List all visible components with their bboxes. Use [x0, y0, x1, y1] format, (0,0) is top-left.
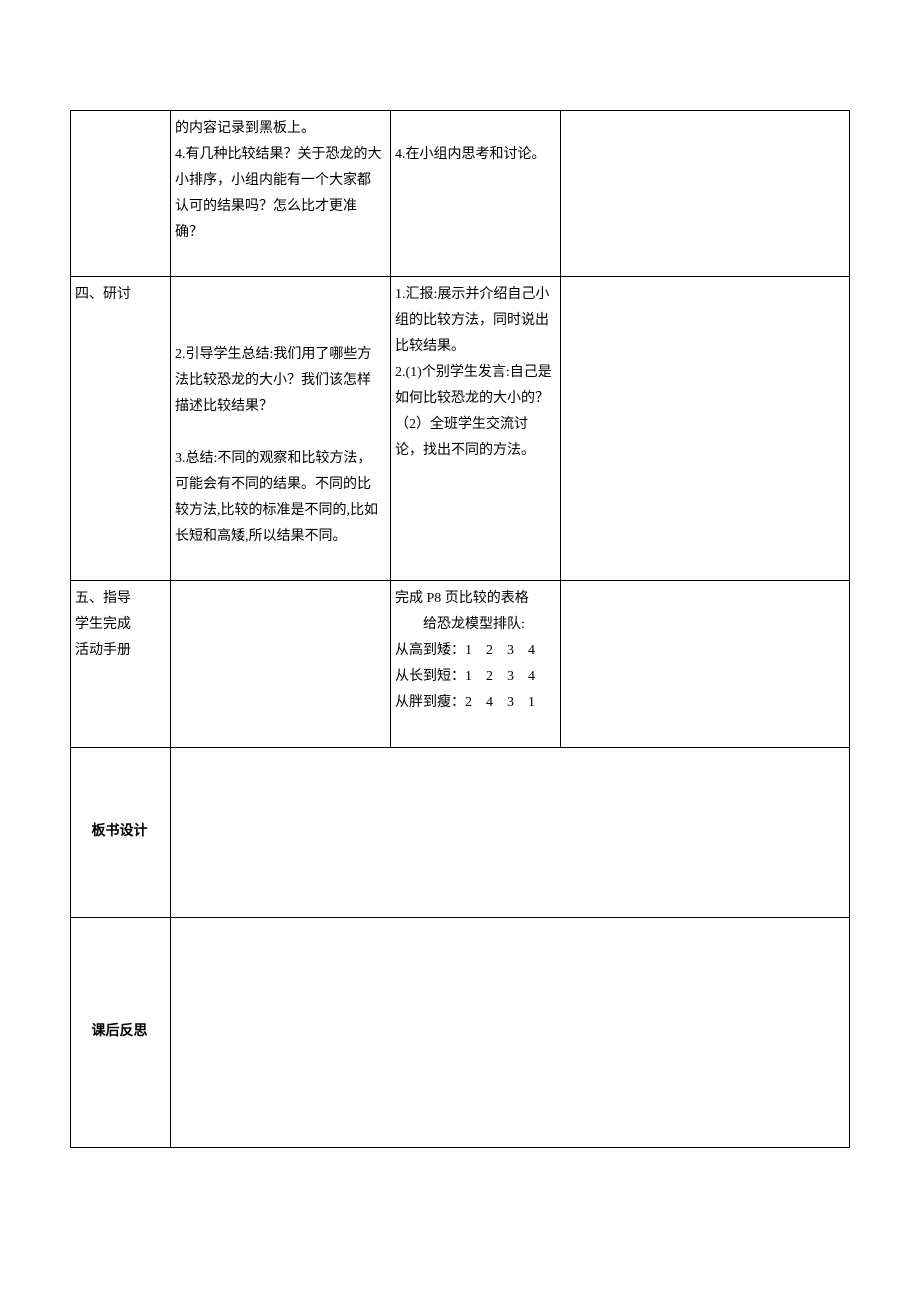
cell-r1-c2: 的内容记录到黑板上。 4.有几种比较结果？关于恐龙的大小排序，小组内能有一个大家…: [171, 111, 391, 277]
cell-r3-c2: [171, 581, 391, 747]
text: 1.汇报:展示并介绍自己小组的比较方法，同时说出比较结果。: [395, 287, 549, 354]
cell-r1-c3: 4.在小组内思考和讨论。: [391, 111, 561, 277]
text: 给恐龙模型排队:: [395, 612, 525, 638]
text: 活动手册: [75, 643, 131, 658]
text: 4.在小组内思考和讨论。: [395, 147, 546, 162]
text: 2.引导学生总结:我们用了哪些方法比较恐龙的大小？我们该怎样描述比较结果？: [175, 347, 371, 414]
text: 从长到短：1 2 3 4: [395, 669, 535, 684]
table-row: 的内容记录到黑板上。 4.有几种比较结果？关于恐龙的大小排序，小组内能有一个大家…: [71, 111, 850, 277]
cell-r4-c1: 板书设计: [71, 747, 171, 917]
cell-r3-c1: 五、指导 学生完成 活动手册: [71, 581, 171, 747]
text: 3.总结:不同的观察和比较方法，可能会有不同的结果。不同的比较方法,比较的标准是…: [175, 451, 378, 544]
lesson-plan-table: 的内容记录到黑板上。 4.有几种比较结果？关于恐龙的大小排序，小组内能有一个大家…: [70, 110, 850, 1148]
cell-r2-c2: 2.引导学生总结:我们用了哪些方法比较恐龙的大小？我们该怎样描述比较结果？ 3.…: [171, 277, 391, 581]
table-row: 板书设计: [71, 747, 850, 917]
cell-r1-c4: [561, 111, 850, 277]
cell-r3-c3: 完成 P8 页比较的表格 给恐龙模型排队: 从高到矮：1 2 3 4 从长到短：…: [391, 581, 561, 747]
text: 学生完成: [75, 617, 131, 632]
cell-r5-rest: [171, 917, 850, 1147]
cell-r2-c1: 四、研讨: [71, 277, 171, 581]
cell-r2-c4: [561, 277, 850, 581]
spacer: [175, 282, 384, 342]
page-container: 的内容记录到黑板上。 4.有几种比较结果？关于恐龙的大小排序，小组内能有一个大家…: [0, 0, 920, 1228]
cell-r5-c1: 课后反思: [71, 917, 171, 1147]
text: 完成 P8 页比较的表格: [395, 591, 529, 606]
table-row: 课后反思: [71, 917, 850, 1147]
text: 2.(1)个别学生发言:自己是如何比较恐龙的大小的？: [395, 365, 552, 406]
table-row: 五、指导 学生完成 活动手册 完成 P8 页比较的表格 给恐龙模型排队: 从高到…: [71, 581, 850, 747]
cell-r4-rest: [171, 747, 850, 917]
cell-r2-c3: 1.汇报:展示并介绍自己小组的比较方法，同时说出比较结果。 2.(1)个别学生发…: [391, 277, 561, 581]
table-row: 四、研讨 2.引导学生总结:我们用了哪些方法比较恐龙的大小？我们该怎样描述比较结…: [71, 277, 850, 581]
text: 从高到矮：1 2 3 4: [395, 643, 535, 658]
text: 4.有几种比较结果？关于恐龙的大小排序，小组内能有一个大家都认可的结果吗？怎么比…: [175, 147, 382, 240]
text: 从胖到瘦：2 4 3 1: [395, 695, 535, 710]
text: 的内容记录到黑板上。: [175, 121, 315, 136]
text: （2）全班学生交流讨论，找出不同的方法。: [395, 417, 535, 458]
cell-r1-c1: [71, 111, 171, 277]
cell-r3-c4: [561, 581, 850, 747]
text: 五、指导: [75, 591, 131, 606]
